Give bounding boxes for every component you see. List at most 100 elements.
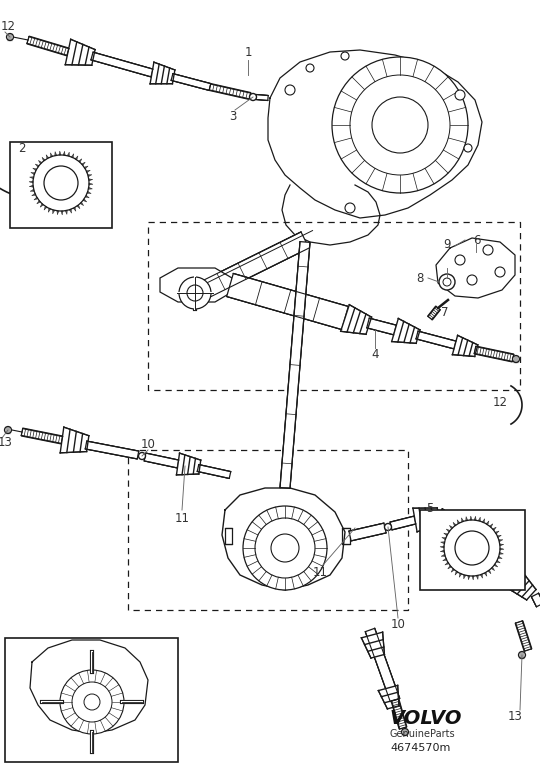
Circle shape bbox=[72, 682, 112, 722]
Polygon shape bbox=[68, 152, 69, 156]
Polygon shape bbox=[268, 50, 482, 218]
Circle shape bbox=[84, 694, 100, 710]
Polygon shape bbox=[488, 553, 518, 583]
Polygon shape bbox=[78, 159, 82, 163]
Polygon shape bbox=[69, 209, 72, 213]
Polygon shape bbox=[455, 571, 458, 575]
Polygon shape bbox=[171, 74, 211, 91]
Polygon shape bbox=[40, 203, 44, 207]
Polygon shape bbox=[486, 521, 489, 525]
Polygon shape bbox=[29, 181, 33, 183]
Polygon shape bbox=[34, 197, 38, 200]
Polygon shape bbox=[392, 318, 420, 343]
Polygon shape bbox=[494, 564, 498, 567]
Polygon shape bbox=[484, 572, 487, 576]
Circle shape bbox=[138, 453, 145, 460]
Circle shape bbox=[483, 245, 493, 255]
Bar bbox=[420, 510, 525, 590]
Polygon shape bbox=[196, 232, 309, 300]
Polygon shape bbox=[446, 529, 450, 533]
Polygon shape bbox=[440, 550, 444, 552]
Polygon shape bbox=[531, 594, 540, 607]
Polygon shape bbox=[37, 200, 40, 204]
Circle shape bbox=[402, 729, 408, 736]
Polygon shape bbox=[480, 574, 483, 578]
Circle shape bbox=[443, 278, 451, 286]
Polygon shape bbox=[451, 569, 455, 572]
Text: 12: 12 bbox=[492, 396, 508, 410]
Polygon shape bbox=[474, 346, 514, 362]
Circle shape bbox=[6, 34, 14, 41]
Polygon shape bbox=[80, 202, 84, 206]
Polygon shape bbox=[85, 196, 89, 198]
Circle shape bbox=[271, 534, 299, 562]
Polygon shape bbox=[30, 640, 148, 733]
Polygon shape bbox=[391, 699, 407, 729]
Polygon shape bbox=[442, 537, 446, 540]
Bar bbox=[5, 638, 178, 762]
Polygon shape bbox=[225, 528, 232, 544]
Polygon shape bbox=[492, 527, 496, 530]
Polygon shape bbox=[63, 151, 65, 156]
Polygon shape bbox=[256, 95, 268, 101]
Circle shape bbox=[372, 97, 428, 153]
Polygon shape bbox=[500, 543, 504, 546]
Polygon shape bbox=[84, 166, 88, 169]
Polygon shape bbox=[341, 305, 372, 334]
Polygon shape bbox=[82, 162, 85, 166]
Polygon shape bbox=[87, 192, 91, 194]
Circle shape bbox=[512, 356, 519, 363]
Polygon shape bbox=[83, 199, 87, 202]
Text: 9: 9 bbox=[443, 238, 451, 250]
Polygon shape bbox=[416, 331, 456, 349]
Polygon shape bbox=[443, 558, 447, 561]
Polygon shape bbox=[474, 516, 476, 520]
Polygon shape bbox=[227, 274, 348, 329]
Circle shape bbox=[306, 64, 314, 72]
Polygon shape bbox=[440, 546, 444, 548]
Polygon shape bbox=[482, 518, 485, 523]
Polygon shape bbox=[468, 576, 470, 579]
Polygon shape bbox=[491, 567, 495, 571]
Text: 12: 12 bbox=[1, 20, 16, 34]
Polygon shape bbox=[44, 206, 47, 210]
Polygon shape bbox=[89, 179, 93, 181]
Polygon shape bbox=[144, 453, 179, 468]
Circle shape bbox=[341, 52, 349, 60]
Polygon shape bbox=[71, 154, 74, 158]
Polygon shape bbox=[77, 205, 80, 209]
Polygon shape bbox=[497, 535, 501, 538]
Polygon shape bbox=[457, 520, 460, 524]
Polygon shape bbox=[441, 554, 445, 556]
Polygon shape bbox=[280, 242, 310, 489]
Polygon shape bbox=[436, 238, 515, 298]
Polygon shape bbox=[361, 632, 384, 658]
Polygon shape bbox=[464, 575, 466, 579]
Polygon shape bbox=[53, 210, 55, 214]
Polygon shape bbox=[150, 62, 175, 84]
Polygon shape bbox=[508, 572, 536, 600]
Circle shape bbox=[464, 144, 472, 152]
Polygon shape bbox=[33, 168, 37, 170]
Polygon shape bbox=[441, 542, 445, 543]
Text: 13: 13 bbox=[0, 436, 12, 450]
Circle shape bbox=[384, 523, 391, 530]
Text: 10: 10 bbox=[390, 619, 406, 632]
Circle shape bbox=[60, 670, 124, 734]
Polygon shape bbox=[21, 428, 63, 444]
Polygon shape bbox=[177, 453, 201, 475]
Polygon shape bbox=[498, 556, 502, 558]
Circle shape bbox=[243, 506, 327, 590]
Text: 7: 7 bbox=[441, 306, 449, 318]
Polygon shape bbox=[453, 335, 478, 357]
Circle shape bbox=[187, 285, 203, 301]
Circle shape bbox=[350, 75, 450, 175]
Circle shape bbox=[345, 203, 355, 213]
Polygon shape bbox=[379, 685, 399, 708]
Polygon shape bbox=[428, 306, 440, 320]
Circle shape bbox=[44, 166, 78, 200]
Polygon shape bbox=[31, 173, 35, 174]
Polygon shape bbox=[476, 576, 478, 579]
Text: 8: 8 bbox=[416, 271, 424, 285]
Polygon shape bbox=[46, 155, 49, 159]
